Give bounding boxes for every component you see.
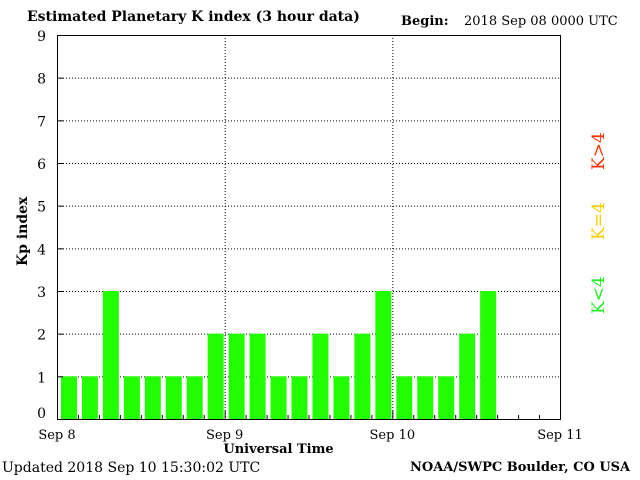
bar [81,376,98,419]
y-tick-label: 7 [37,114,46,130]
x-tick-label: Sep 9 [206,428,243,443]
bar [144,376,161,419]
bar [333,376,350,419]
y-tick-label: 1 [37,370,46,386]
x-tick-label: Sep 11 [537,428,583,443]
bar [417,376,434,419]
bar [186,376,203,419]
bar [123,376,140,419]
bar [165,376,182,419]
x-tick-label: Sep 10 [370,428,416,443]
y-tick-label: 3 [37,285,46,301]
credit-text: NOAA/SWPC Boulder, CO USA [410,460,631,475]
y-tick-label: 4 [37,242,46,258]
bar [249,333,266,419]
legend-item-k-less-4: K<4 [589,276,609,314]
y-tick-label: 8 [37,72,46,88]
legend-item-k-equal-4: K=4 [589,202,609,240]
plot-frame [57,35,561,420]
bar [102,291,119,419]
chart-title: Estimated Planetary K index (3 hour data… [27,9,360,25]
bar [459,333,476,419]
bar [291,376,308,419]
y-tick-label: 9 [37,29,46,45]
bar [396,376,413,419]
bar [228,333,245,419]
x-axis-label: Universal Time [223,442,333,457]
y-tick-label: 5 [37,200,46,216]
bar [270,376,287,419]
bar [61,376,77,419]
bar [375,291,392,419]
bar [438,376,455,419]
x-tick-label: Sep 8 [38,428,75,443]
begin-value: 2018 Sep 08 0000 UTC [464,14,618,29]
bar [480,291,497,419]
y-tick-label: 6 [37,157,46,173]
bar [207,333,224,419]
updated-timestamp: Updated 2018 Sep 10 15:30:02 UTC [2,460,261,476]
y-tick-label: 0 [37,406,46,422]
y-axis-label: Kp index [15,196,31,266]
y-tick-label: 2 [37,328,46,344]
bar [312,333,329,419]
begin-label: Begin: [401,14,449,29]
legend-item-k-greater-4: K>4 [589,132,609,170]
bar [354,333,371,419]
